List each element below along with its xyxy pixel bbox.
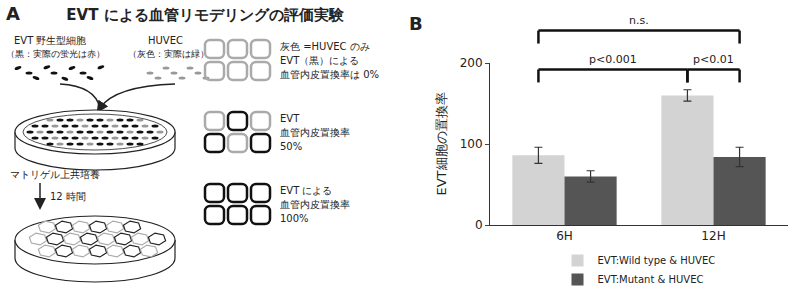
svg-text:（黒：実際の蛍光は赤）: （黒：実際の蛍光は赤）	[6, 49, 105, 59]
svg-text:A: A	[6, 3, 20, 24]
svg-text:HUVEC: HUVEC	[148, 35, 183, 46]
svg-text:マトリゲル上共培養: マトリゲル上共培養	[10, 169, 100, 180]
svg-text:EVT による血管リモデリングの評価実験: EVT による血管リモデリングの評価実験	[66, 6, 344, 24]
svg-text:100%: 100%	[280, 213, 309, 224]
svg-text:EVT細胞の置換率: EVT細胞の置換率	[434, 92, 449, 195]
svg-text:12 時間: 12 時間	[50, 191, 86, 202]
svg-text:EVT: EVT	[280, 113, 300, 124]
svg-text:（灰色：実際は緑）: （灰色：実際は緑）	[128, 49, 209, 59]
svg-text:血管内皮置換率: 血管内皮置換率	[280, 127, 350, 138]
svg-text:EVT（黒）による: EVT（黒）による	[280, 55, 359, 66]
svg-text:6H: 6H	[556, 229, 573, 243]
svg-text:n.s.: n.s.	[629, 14, 649, 27]
svg-text:p<0.001: p<0.001	[589, 53, 637, 66]
svg-text:12H: 12H	[701, 229, 725, 243]
svg-text:EVT による: EVT による	[280, 185, 332, 196]
svg-text:100: 100	[460, 137, 483, 151]
svg-text:0: 0	[475, 218, 483, 232]
svg-text:血管内皮置換率: 血管内皮置換率	[280, 199, 350, 210]
svg-text:血管内皮置換率は 0%: 血管内皮置換率は 0%	[280, 69, 379, 80]
svg-text:50%: 50%	[280, 141, 302, 152]
svg-text:EVT:Wild type & HUVEC: EVT:Wild type & HUVEC	[598, 255, 716, 266]
svg-text:200: 200	[460, 56, 483, 70]
svg-text:EVT:Mutant & HUVEC: EVT:Mutant & HUVEC	[598, 274, 704, 285]
svg-text:B: B	[409, 13, 423, 34]
svg-text:p<0.01: p<0.01	[693, 53, 734, 66]
svg-text:EVT 野生型細胞: EVT 野生型細胞	[14, 35, 86, 46]
svg-text:灰色 =HUVEC のみ: 灰色 =HUVEC のみ	[280, 41, 370, 52]
